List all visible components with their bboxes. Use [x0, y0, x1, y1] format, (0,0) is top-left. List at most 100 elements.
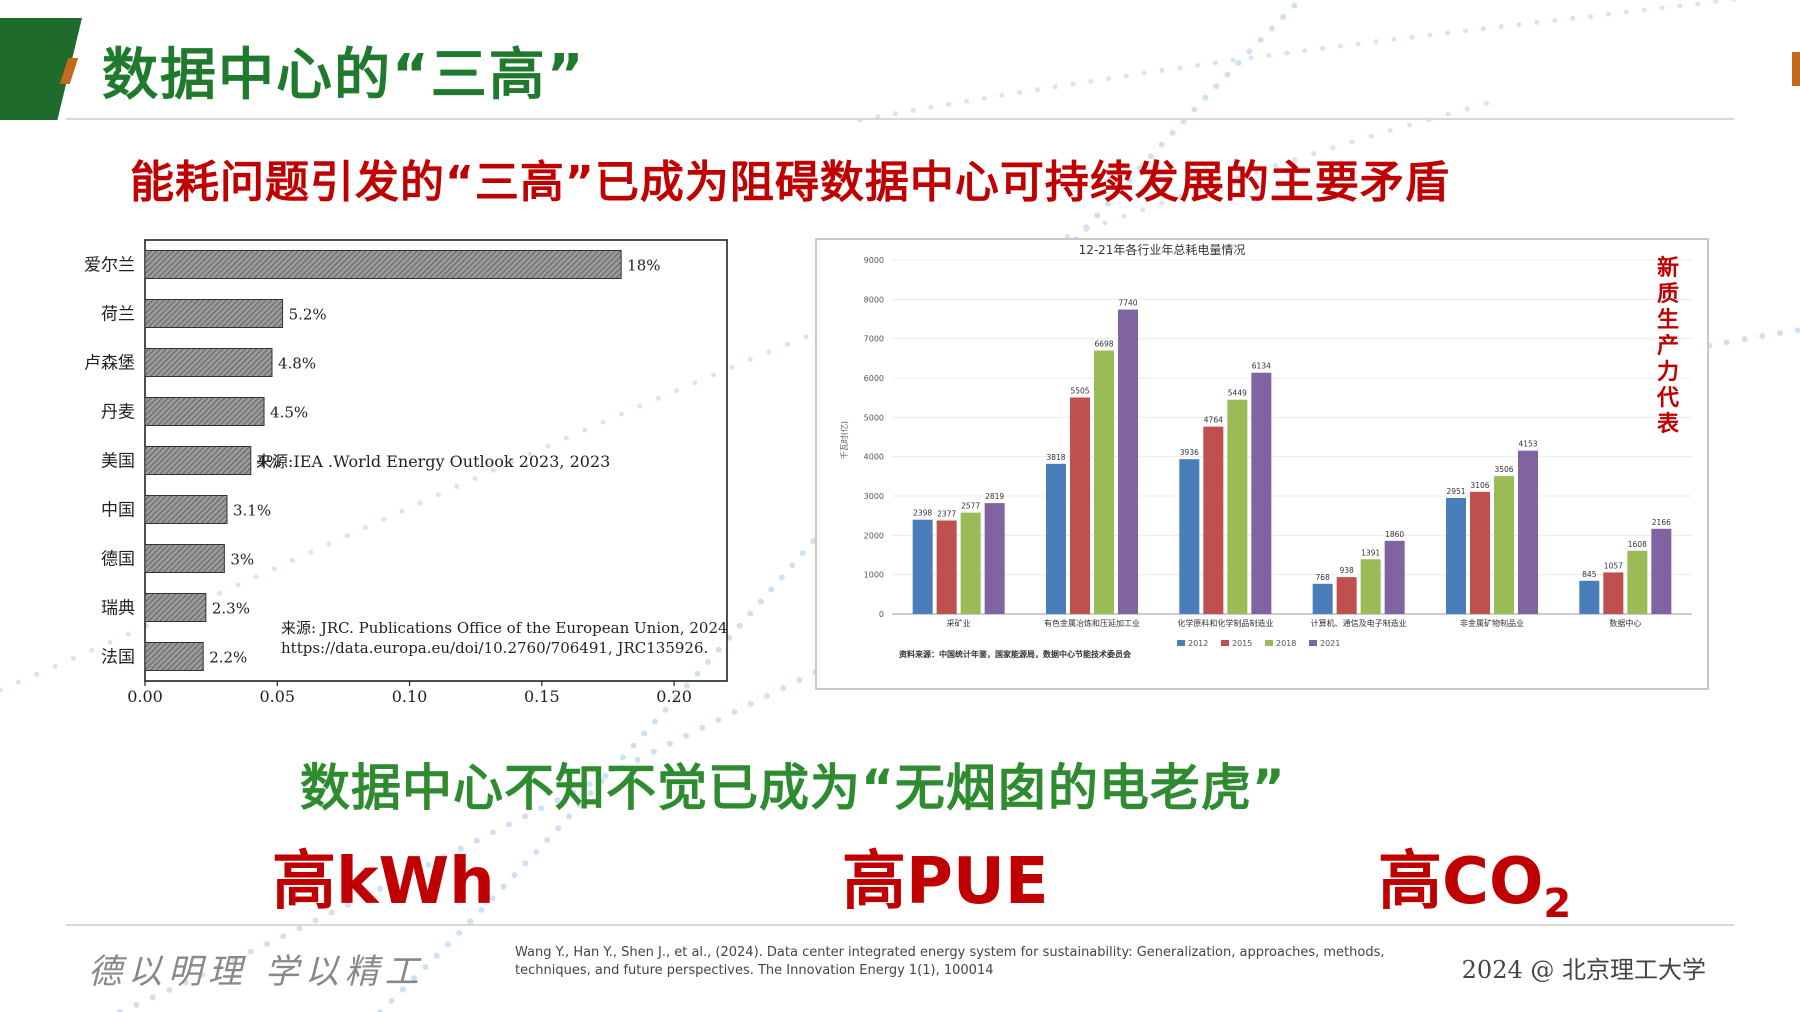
bar-value-label: 5.2%: [289, 306, 327, 324]
slogan: 数据中心不知不觉已成为“无烟囱的电老虎”: [300, 759, 1286, 817]
bar: [1336, 577, 1357, 614]
bar: [144, 642, 204, 671]
bar-value-label: 6134: [1252, 362, 1271, 371]
legend-label: 2012: [1188, 639, 1208, 648]
x-tick-label: 0.00: [127, 687, 163, 706]
bar-value-label: 938: [1340, 566, 1355, 575]
footer-reference: Wang Y., Han Y., Shen J., et al., (2024)…: [515, 945, 1385, 978]
bar-value-label: 2.2%: [209, 649, 247, 667]
bar: [912, 519, 933, 614]
bar: [144, 593, 207, 622]
bar-value-label: 3818: [1046, 453, 1065, 462]
side-label-char: 代: [1656, 386, 1679, 411]
bar-value-label: 7740: [1118, 299, 1137, 308]
bar-value-label: 4764: [1204, 416, 1223, 425]
bar: [1579, 580, 1600, 614]
bar-value-label: 3936: [1180, 448, 1199, 457]
bar: [1470, 491, 1490, 614]
bar-value-label: 3506: [1494, 465, 1513, 474]
bar-value-label: 1860: [1385, 530, 1404, 539]
category-label: 丹麦: [101, 403, 135, 423]
page-title: 数据中心的“三高”: [102, 43, 586, 108]
bar-value-label: 1057: [1604, 561, 1623, 570]
bar: [1384, 540, 1405, 614]
legend-label: 2021: [1320, 639, 1340, 648]
bar-value-label: 18%: [627, 257, 660, 275]
bar: [1203, 426, 1224, 614]
bar: [1179, 459, 1200, 614]
bar-value-label: 1608: [1628, 540, 1647, 549]
side-label-char: 产: [1656, 334, 1679, 359]
bar-value-label: 3%: [230, 551, 254, 569]
bar-value-label: 5505: [1070, 386, 1089, 395]
y-tick-label: 3000: [864, 492, 884, 501]
bar-value-label: 4153: [1518, 440, 1537, 449]
annotation-jrc-1: 来源: JRC. Publications Office of the Euro…: [281, 619, 728, 637]
metric-kwh: 高kWh: [272, 845, 495, 919]
y-tick-label: 6000: [864, 374, 884, 383]
category-label: 瑞典: [101, 599, 135, 619]
bar-value-label: 4%: [257, 453, 281, 471]
bar: [144, 397, 265, 426]
bar: [1627, 550, 1648, 614]
bar: [1360, 559, 1381, 614]
metric-co2: 高CO2: [1378, 830, 1571, 927]
footer-copyright: 2024 @ 北京理工大学: [1461, 956, 1706, 984]
bar: [1227, 399, 1248, 614]
bar: [1094, 350, 1114, 614]
side-vertical-label: 新 质 生 产 力 代 表: [1648, 256, 1688, 438]
y-tick-label: 0: [879, 610, 884, 619]
y-tick-label: 5000: [864, 413, 884, 422]
industry-power-chart-frame: 12-21年各行业年总耗电量情况 千瓦时(亿) 9000 8000 7000 6000…: [815, 238, 1709, 690]
x-tick-label: 0.05: [259, 687, 295, 706]
y-tick-label: 4000: [864, 453, 884, 462]
bar: [1118, 309, 1138, 614]
chart-source: 资料来源：中国统计年鉴，国家能源局，数据中心节能技术委员会: [899, 649, 1131, 659]
legend-swatch: [1309, 640, 1317, 646]
bar: [1251, 372, 1272, 614]
category-label: 美国: [101, 452, 135, 472]
side-label-char: 力: [1656, 360, 1679, 385]
annotation-jrc-2: https://data.europa.eu/doi/10.2760/70649…: [281, 639, 708, 657]
bar-value-label: 6698: [1094, 340, 1113, 349]
y-tick-label: 2000: [864, 531, 884, 540]
bar-value-label: 2166: [1652, 518, 1671, 527]
bar-value-label: 768: [1316, 573, 1331, 582]
y-tick-label: 7000: [864, 335, 884, 344]
footer-motto: 德以明理 学以精工: [88, 952, 425, 992]
x-tick-label: 0.10: [392, 687, 428, 706]
side-label-char: 生: [1656, 308, 1679, 333]
side-label-char: 新: [1656, 256, 1679, 281]
bar: [144, 495, 228, 524]
category-label: 荷兰: [101, 305, 135, 325]
metric-co2-subscript: 2: [1543, 881, 1572, 927]
bar-value-label: 2377: [937, 510, 956, 519]
bar: [144, 446, 252, 475]
x-tick-label: 0.15: [524, 687, 560, 706]
category-label: 中国: [101, 501, 135, 521]
bar: [144, 544, 225, 573]
category-label: 化学原料和化学制品制造业: [1177, 618, 1273, 628]
legend-swatch: [1177, 640, 1185, 646]
bar-value-label: 845: [1582, 570, 1597, 579]
x-tick-label: 0.20: [656, 687, 692, 706]
bar: [936, 520, 957, 614]
category-label: 法国: [101, 648, 135, 668]
footer-divider: [66, 924, 1734, 926]
bar: [144, 250, 622, 279]
bar-value-label: 3.1%: [233, 502, 271, 520]
legend-label: 2015: [1232, 639, 1252, 648]
category-label: 计算机、通信及电子制造业: [1311, 618, 1407, 628]
corner-accent: [1792, 52, 1800, 86]
category-label: 卢森堡: [84, 354, 135, 374]
category-label: 数据中心: [1609, 618, 1641, 628]
header-divider: [66, 118, 1734, 120]
bar-value-label: 4.8%: [278, 355, 316, 373]
category-label: 非金属矿物制品业: [1460, 618, 1524, 628]
y-tick-label: 1000: [864, 571, 884, 580]
bar: [1312, 583, 1333, 614]
bar-value-label: 2398: [913, 509, 932, 518]
bar: [1518, 450, 1538, 614]
bar: [1070, 397, 1090, 614]
legend-label: 2018: [1276, 639, 1296, 648]
